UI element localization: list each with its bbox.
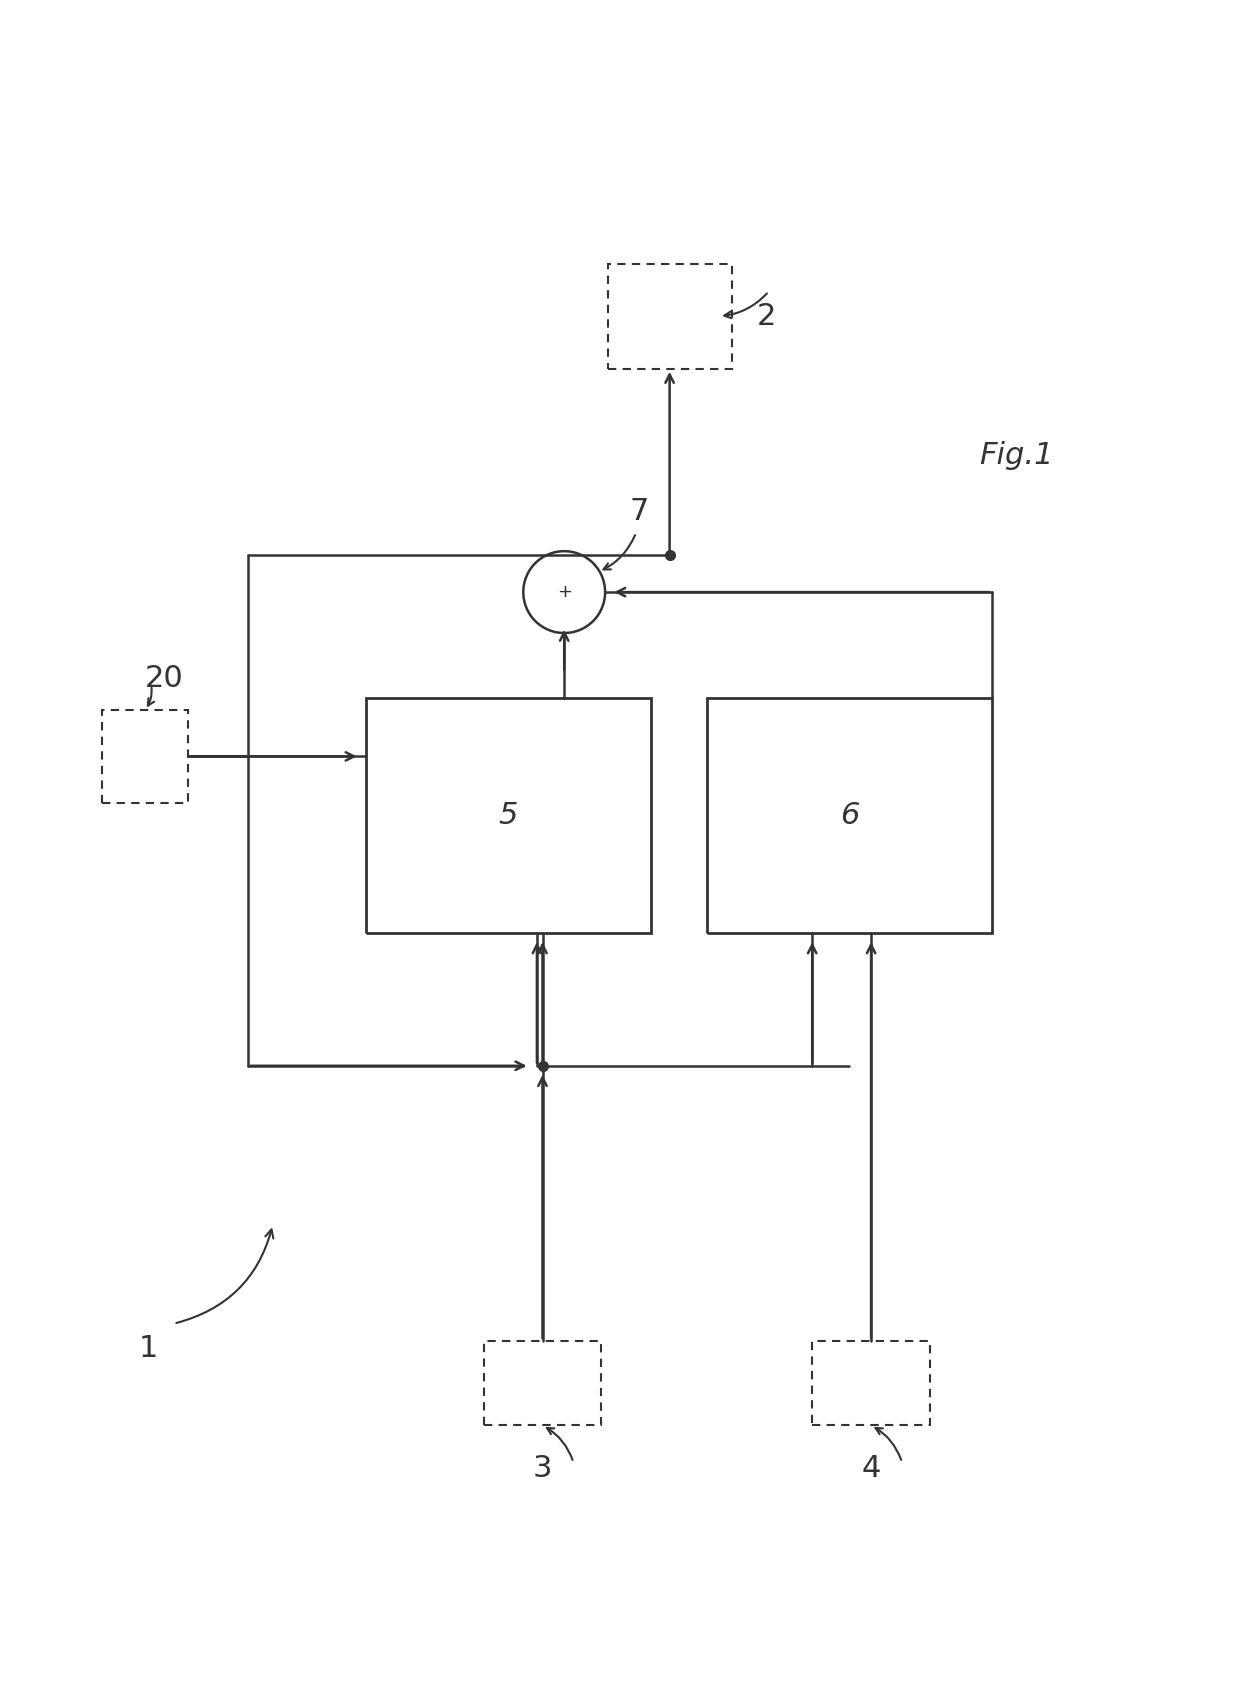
Text: 1: 1 — [139, 1333, 159, 1362]
Text: 20: 20 — [144, 665, 184, 694]
FancyBboxPatch shape — [812, 1342, 930, 1425]
Text: Fig.1: Fig.1 — [980, 442, 1054, 471]
FancyArrowPatch shape — [148, 687, 154, 706]
FancyArrowPatch shape — [176, 1229, 273, 1323]
Text: 3: 3 — [533, 1454, 552, 1483]
FancyBboxPatch shape — [484, 1342, 601, 1425]
Text: 2: 2 — [756, 302, 776, 331]
FancyArrowPatch shape — [724, 293, 766, 319]
FancyBboxPatch shape — [608, 264, 732, 368]
Text: 4: 4 — [862, 1454, 880, 1483]
Text: 5: 5 — [498, 801, 518, 830]
Text: 7: 7 — [630, 498, 650, 527]
FancyBboxPatch shape — [102, 709, 188, 803]
Text: 6: 6 — [839, 801, 859, 830]
FancyBboxPatch shape — [707, 697, 992, 933]
FancyArrowPatch shape — [604, 535, 635, 569]
FancyArrowPatch shape — [547, 1427, 573, 1459]
FancyArrowPatch shape — [875, 1427, 901, 1459]
FancyBboxPatch shape — [366, 697, 651, 933]
Text: +: + — [557, 583, 572, 602]
